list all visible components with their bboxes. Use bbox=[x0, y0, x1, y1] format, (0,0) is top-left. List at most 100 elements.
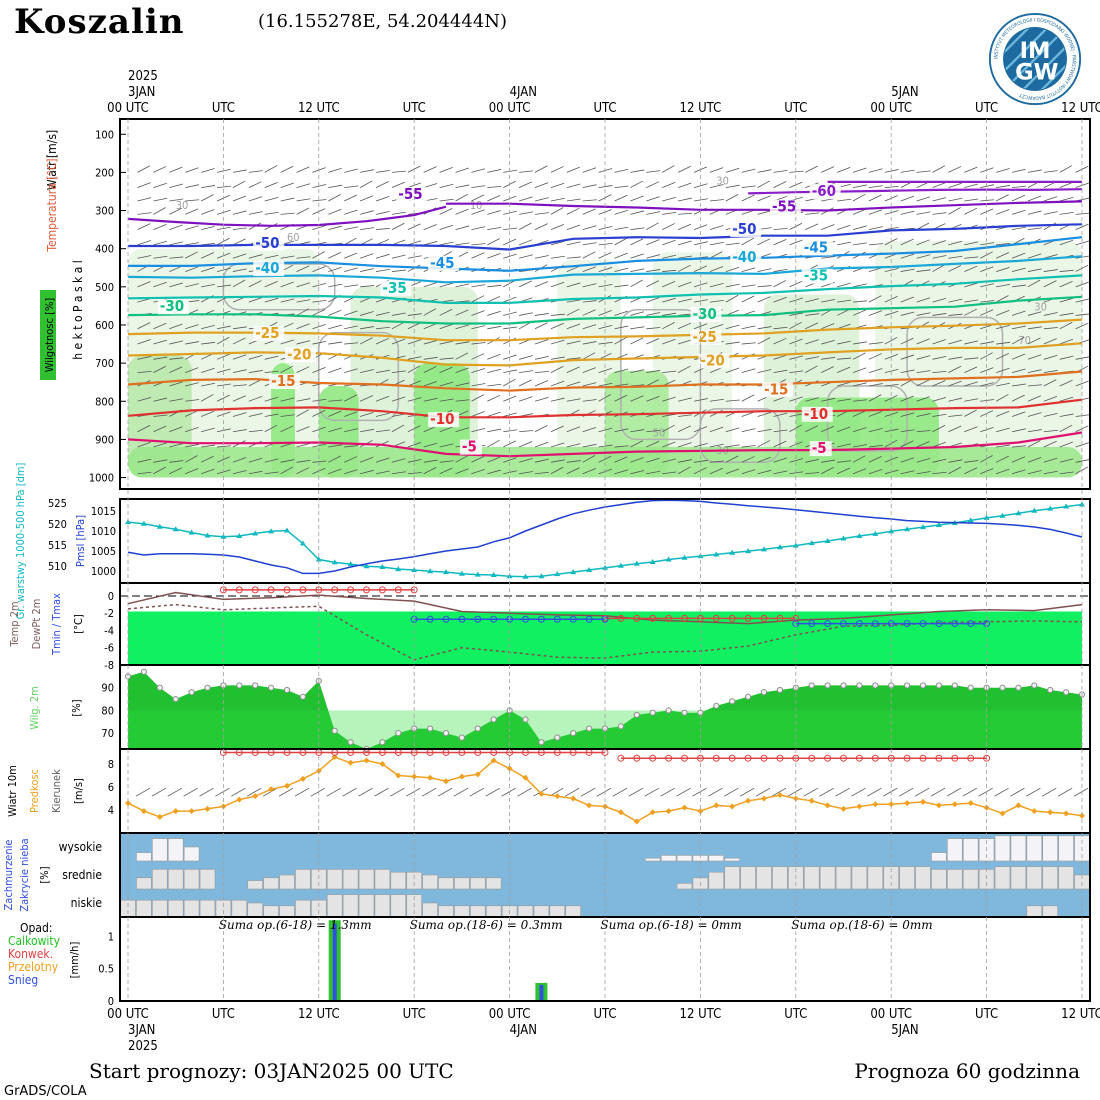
y-tick-label: 100 bbox=[95, 128, 114, 141]
wind-barb bbox=[201, 468, 215, 475]
isotherm-line bbox=[127, 274, 1083, 304]
wind-barb bbox=[439, 381, 454, 387]
wind-barb bbox=[1075, 281, 1089, 288]
wind-barb-10m bbox=[962, 787, 977, 797]
wind-barb bbox=[1059, 181, 1073, 189]
gust-marker bbox=[665, 754, 673, 762]
wind-barb bbox=[550, 207, 564, 215]
humidity-point bbox=[252, 682, 259, 689]
wind-barb bbox=[359, 180, 373, 189]
cloud-bar bbox=[931, 869, 947, 890]
wind-barb bbox=[773, 354, 788, 360]
wind-barb bbox=[614, 209, 629, 215]
wind-barb bbox=[884, 368, 899, 374]
speed-marker bbox=[379, 760, 386, 767]
wind-barb bbox=[344, 252, 358, 259]
wind-barb bbox=[471, 368, 485, 374]
gust-marker bbox=[760, 754, 768, 762]
date-label-top: 4JAN bbox=[510, 85, 537, 100]
cloud-bar bbox=[279, 874, 295, 890]
wind-barb bbox=[582, 283, 597, 288]
wind-barb bbox=[201, 168, 215, 173]
wind-barb bbox=[153, 197, 168, 202]
cloud-bar bbox=[374, 894, 391, 918]
wind-barb bbox=[614, 237, 628, 246]
wind-barb bbox=[1043, 412, 1058, 417]
wind-barb bbox=[852, 167, 867, 173]
wind-barb bbox=[566, 460, 581, 463]
wind-barb bbox=[1075, 459, 1090, 463]
wind-barb bbox=[1059, 458, 1074, 463]
humidity-point bbox=[872, 682, 879, 689]
wind-barb bbox=[439, 323, 453, 330]
cloud-bar bbox=[962, 869, 979, 890]
wind-barb bbox=[646, 196, 660, 202]
wind-barb bbox=[821, 466, 834, 475]
wind-barb bbox=[900, 268, 915, 272]
tmax-marker bbox=[315, 586, 323, 594]
wind-barb bbox=[821, 356, 836, 360]
speed-marker bbox=[745, 797, 752, 804]
axis-label-humidity2m: Wilg. 2m bbox=[28, 686, 41, 730]
tmax-marker bbox=[728, 614, 736, 622]
wind-barb bbox=[503, 169, 518, 173]
wind-barb bbox=[630, 253, 644, 259]
y-tick-label: 4 bbox=[108, 804, 114, 817]
speed-marker bbox=[1015, 802, 1022, 809]
wind-barb bbox=[169, 207, 183, 215]
wind-barb bbox=[995, 194, 1009, 202]
isotherm-label: -5 bbox=[812, 439, 827, 457]
y-tick-label: -4 bbox=[104, 624, 114, 637]
wind-barb bbox=[916, 222, 930, 230]
wind-barb bbox=[487, 368, 502, 374]
speed-marker bbox=[888, 801, 895, 808]
wind-barb bbox=[709, 460, 724, 463]
wind-barb bbox=[153, 397, 168, 402]
wind-barb bbox=[1059, 338, 1074, 345]
time-label-top: 12 UTC bbox=[298, 101, 340, 116]
wind-barb bbox=[725, 266, 740, 272]
wind-barb bbox=[519, 196, 533, 202]
wind-barb bbox=[360, 412, 374, 417]
wind-barb bbox=[439, 443, 454, 448]
wind-barb bbox=[582, 455, 596, 463]
wind-barb bbox=[821, 298, 836, 303]
wind-barb-10m bbox=[676, 787, 691, 797]
wind-barb bbox=[328, 341, 343, 345]
y-tick-label-left: 525 bbox=[48, 497, 67, 510]
wind-barb bbox=[741, 469, 756, 475]
wind-barb bbox=[280, 255, 295, 259]
wind-barb bbox=[868, 353, 882, 360]
wind-barb bbox=[773, 440, 787, 448]
wind-barb bbox=[837, 282, 851, 288]
wind-barb bbox=[916, 338, 930, 345]
precip-legend: Przelotny bbox=[8, 960, 59, 974]
wind-barb bbox=[471, 353, 485, 360]
wind-barb bbox=[1043, 440, 1057, 448]
wind-barb bbox=[996, 468, 1010, 475]
y-tick-label: 0 bbox=[108, 995, 114, 1008]
wind-barb bbox=[805, 212, 820, 215]
wind-barb bbox=[995, 352, 1009, 360]
wind-barb bbox=[900, 395, 914, 402]
thickness-marker bbox=[347, 561, 354, 567]
wind-barb bbox=[964, 183, 978, 189]
wind-barb bbox=[153, 365, 167, 374]
wind-barb bbox=[677, 264, 691, 272]
cloud-bar bbox=[199, 899, 216, 918]
wind-barb bbox=[582, 352, 596, 360]
wind-barb bbox=[375, 181, 389, 189]
wind-barb bbox=[169, 282, 183, 288]
y-tick-label-right: 1000 bbox=[91, 565, 116, 578]
wind-barb bbox=[646, 181, 660, 189]
cloud-bar bbox=[136, 852, 152, 862]
wind-barb-10m bbox=[1073, 787, 1089, 797]
wind-barb bbox=[916, 430, 931, 433]
wind-barb bbox=[518, 181, 533, 189]
y-tick-label-right: 1015 bbox=[91, 505, 116, 518]
wind-barb bbox=[932, 458, 947, 463]
wind-barb bbox=[280, 339, 295, 345]
cloud-bar bbox=[454, 877, 470, 890]
wind-barb bbox=[185, 324, 199, 330]
cloud-bar bbox=[1042, 835, 1058, 862]
